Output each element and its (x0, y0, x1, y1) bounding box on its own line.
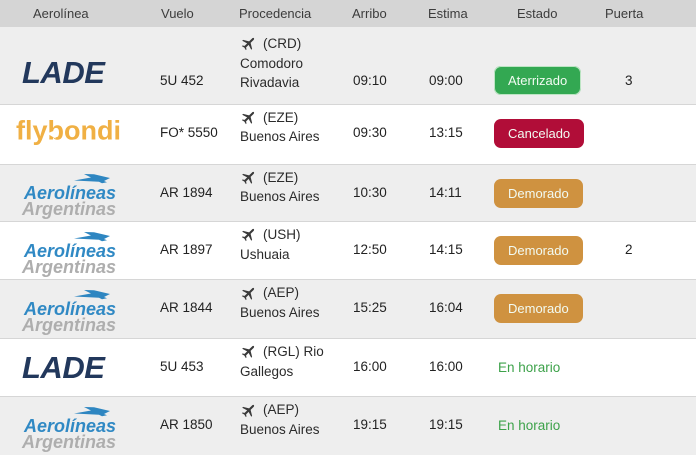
svg-text:flybondi: flybondi (16, 116, 121, 146)
